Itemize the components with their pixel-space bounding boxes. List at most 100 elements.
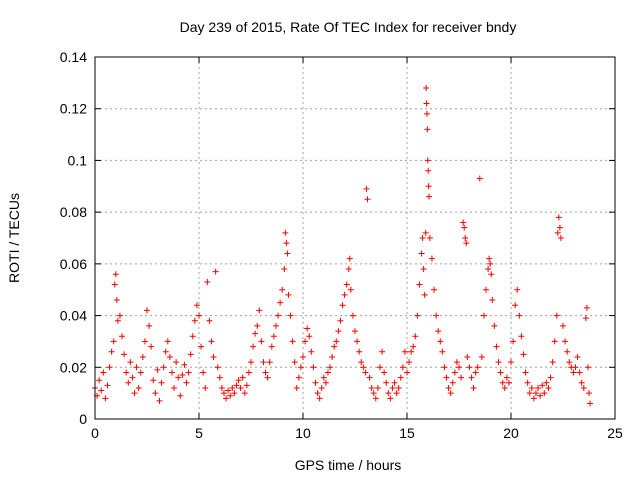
data-point xyxy=(116,312,123,319)
data-point xyxy=(586,390,592,397)
data-point xyxy=(341,291,348,298)
axis-ticks: 0 5 10 15 20 25 0 0.02 0.04 0.06 0.08 0.1 0.12 0.14 xyxy=(60,49,623,441)
data-point xyxy=(495,359,502,366)
data-point xyxy=(158,379,165,386)
data-points xyxy=(92,85,594,407)
data-point xyxy=(123,369,130,376)
data-point xyxy=(451,369,458,376)
data-point xyxy=(270,333,277,340)
data-point xyxy=(470,384,477,391)
data-point xyxy=(414,312,421,319)
data-point xyxy=(497,369,504,376)
data-point xyxy=(374,384,381,391)
data-point xyxy=(376,364,383,371)
data-point xyxy=(472,369,479,376)
data-point xyxy=(426,193,433,200)
data-point xyxy=(181,361,188,368)
data-point xyxy=(476,175,483,182)
y-axis-label: ROTI / TECUs xyxy=(6,193,22,283)
data-point xyxy=(539,382,546,389)
data-point xyxy=(354,338,361,345)
data-point xyxy=(110,338,117,345)
data-point xyxy=(239,374,246,381)
data-point xyxy=(127,359,134,366)
data-point xyxy=(518,333,525,340)
data-point xyxy=(295,374,302,381)
data-point xyxy=(520,351,527,358)
chart-title: Day 239 of 2015, Rate Of TEC Index for r… xyxy=(180,19,517,35)
data-point xyxy=(553,312,560,319)
data-point xyxy=(383,379,390,386)
data-point xyxy=(412,333,419,340)
data-point xyxy=(360,364,367,371)
x-tick-label: 20 xyxy=(503,425,519,441)
data-point xyxy=(453,359,460,366)
data-point xyxy=(191,317,198,324)
data-point xyxy=(327,364,334,371)
data-point xyxy=(425,183,432,190)
data-point xyxy=(175,374,182,381)
data-point xyxy=(214,364,221,371)
data-point xyxy=(204,278,211,285)
data-point xyxy=(141,338,148,345)
data-point xyxy=(223,395,230,402)
data-point xyxy=(541,390,548,397)
data-point xyxy=(160,364,167,371)
data-point xyxy=(555,214,562,221)
data-point xyxy=(449,379,456,386)
data-point xyxy=(349,312,356,319)
data-point xyxy=(433,312,440,319)
data-point xyxy=(297,364,304,371)
data-point xyxy=(146,322,153,329)
data-point xyxy=(212,268,219,275)
data-point xyxy=(587,400,594,407)
data-point xyxy=(423,100,430,107)
data-point xyxy=(347,286,354,293)
data-point xyxy=(370,390,377,397)
data-point xyxy=(499,379,506,386)
data-point xyxy=(366,374,373,381)
data-point xyxy=(137,369,144,376)
data-point xyxy=(279,286,286,293)
data-point xyxy=(385,390,392,397)
data-point xyxy=(528,384,535,391)
data-point xyxy=(233,382,240,389)
data-point xyxy=(580,384,587,391)
data-point xyxy=(208,338,215,345)
data-point xyxy=(277,299,284,306)
data-point xyxy=(333,338,340,345)
data-point xyxy=(456,364,462,371)
data-point xyxy=(431,286,438,293)
y-tick-label: 0.1 xyxy=(68,152,88,168)
data-point xyxy=(150,377,157,384)
x-tick-label: 0 xyxy=(91,425,99,441)
data-point xyxy=(368,384,375,391)
data-point xyxy=(293,384,300,391)
data-point xyxy=(584,364,591,371)
data-point xyxy=(258,338,265,345)
data-point xyxy=(268,343,275,350)
data-point xyxy=(466,364,473,371)
x-tick-label: 10 xyxy=(295,425,311,441)
data-point xyxy=(437,338,444,345)
data-point xyxy=(200,369,207,376)
data-point xyxy=(524,379,531,386)
data-point xyxy=(468,374,475,381)
data-point xyxy=(537,392,544,399)
data-point xyxy=(164,338,171,345)
data-point xyxy=(545,384,552,391)
data-point xyxy=(193,302,200,309)
data-point xyxy=(275,312,282,319)
data-point xyxy=(272,322,279,329)
data-point xyxy=(463,240,470,247)
data-point xyxy=(397,374,404,381)
data-point xyxy=(329,353,336,360)
data-point xyxy=(266,359,273,366)
data-point xyxy=(566,359,573,366)
data-point xyxy=(250,343,257,350)
data-point xyxy=(343,281,350,288)
data-point xyxy=(401,348,408,355)
data-point xyxy=(562,338,569,345)
